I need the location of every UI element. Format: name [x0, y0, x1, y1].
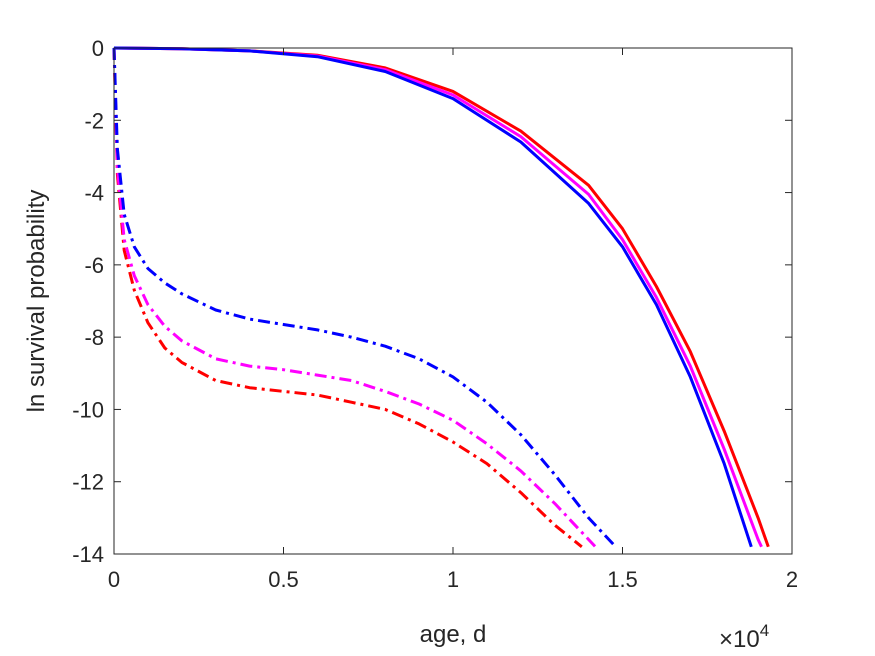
- y-tick-label: -2: [84, 108, 104, 133]
- x-tick-label: 1.5: [607, 567, 638, 592]
- series-layer: [112, 46, 770, 548]
- ticks-layer: 0 0.5 1 1.5 2 0 -2 -4 -6 -8 -10 -12 -14: [72, 36, 798, 592]
- y-tick-label: -6: [84, 253, 104, 278]
- y-tick-label: -14: [72, 542, 104, 567]
- y-tick-label: -8: [84, 325, 104, 350]
- y-tick-label: 0: [92, 36, 104, 61]
- series-line-5-dashdot: [112, 47, 597, 548]
- series-line-3-solid: [113, 46, 753, 548]
- x-axis-exponent-base: ×10: [719, 626, 760, 653]
- x-tick-label: 0.5: [268, 567, 299, 592]
- series-line-6-dashdot: [112, 47, 617, 548]
- x-tick-label: 0: [108, 567, 120, 592]
- x-tick-label: 1: [447, 567, 459, 592]
- x-tick-label: 2: [786, 567, 798, 592]
- x-axis-exponent: ×104: [719, 621, 769, 653]
- y-axis-label: ln survival probability: [23, 190, 50, 413]
- plot-area: [114, 48, 792, 554]
- x-axis-exponent-power: 4: [760, 621, 769, 640]
- x-axis-label: age, d: [420, 621, 487, 648]
- y-tick-label: -4: [84, 181, 104, 206]
- y-tick-label: -10: [72, 397, 104, 422]
- y-tick-label: -12: [72, 470, 104, 495]
- series-line-4-dashdot: [112, 47, 583, 548]
